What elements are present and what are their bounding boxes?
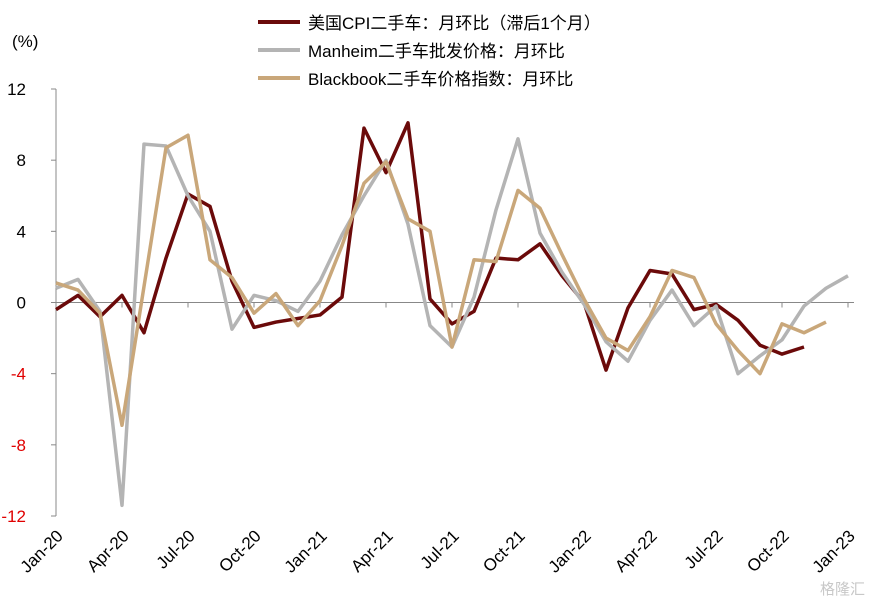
x-tick-label: Oct-22 [743,526,793,576]
x-tick-label: Jul-20 [153,526,199,572]
y-tick-label: 8 [17,151,26,170]
legend-label: 美国CPI二手车：月环比（滞后1个月） [308,14,601,33]
x-tick-label: Apr-21 [347,526,397,576]
x-tick-label: Apr-22 [611,526,661,576]
legend-label: Blackbook二手车价格指数：月环比 [308,70,573,89]
x-tick-label: Jan-23 [809,526,859,576]
x-tick-label: Jan-20 [17,526,67,576]
x-tick-label: Jul-22 [681,526,727,572]
legend-label: Manheim二手车批发价格：月环比 [308,42,565,61]
x-tick-label: Oct-21 [479,526,529,576]
y-axis-label: (%) [12,32,38,51]
series-line [55,133,827,428]
x-tick-label: Jan-21 [281,526,331,576]
y-tick-label: -4 [11,365,26,384]
y-tick-label: 12 [7,80,26,99]
x-tick-label: Oct-20 [215,526,265,576]
y-tick-label: -8 [11,436,26,455]
series-line [55,121,805,372]
x-tick-label: Jul-21 [417,526,463,572]
x-tick-label: Jan-22 [545,526,595,576]
y-tick-label: -12 [1,507,26,526]
x-tick-label: Apr-20 [83,526,133,576]
watermark: 格隆汇 [820,581,865,598]
y-tick-label: 4 [17,222,26,241]
y-tick-label: 0 [17,294,26,313]
